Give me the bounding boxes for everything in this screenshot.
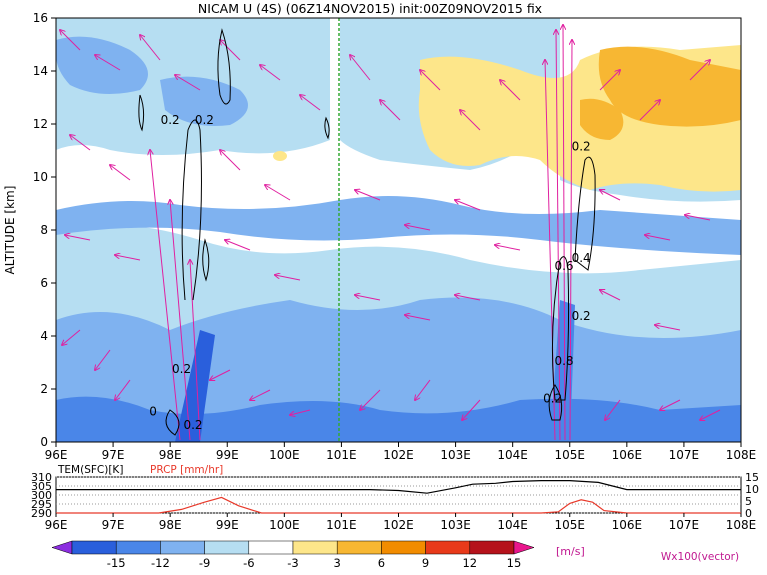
y-tick-label: 10 (33, 170, 48, 184)
colorbar-tick-label: -6 (243, 556, 254, 570)
contour-labels: 0.2 0.2 0.2 0 0.2 0.2 0.8 0.2 0.60.4 0.2 (149, 113, 590, 432)
colorbar-cell (336, 540, 382, 555)
x-tick-label: 105E (555, 448, 586, 462)
y-tick-label: 14 (33, 64, 48, 78)
x-tick-label: 100E (269, 448, 300, 462)
x-tick-label: 106E (612, 448, 643, 462)
chart-title: NICAM U (4S) (06Z14NOV2015) init:00Z09NO… (198, 1, 542, 16)
colorbar-tick-label: -3 (287, 556, 298, 570)
colorbar-cell (381, 540, 426, 555)
sub-right-tick-label: 10 (745, 483, 759, 496)
sub-x-tick-label: 97E (102, 518, 125, 532)
contour-label: 0.2 (572, 140, 591, 154)
sub-x-tick-label: 102E (383, 518, 414, 532)
colorbar-cell (248, 540, 294, 555)
x-tick-label: 108E (726, 448, 757, 462)
colorbar-tick-label: 12 (462, 556, 477, 570)
contour-label: 0.8 (554, 354, 573, 368)
colorbar-cell (115, 540, 161, 555)
x-tick-label: 102E (383, 448, 414, 462)
colorbar-tick-label: 3 (334, 556, 341, 570)
colorbar-tick-label: 6 (378, 556, 385, 570)
sub-right-tick-label: 5 (745, 495, 752, 508)
w-contours (138, 28, 596, 436)
sub-right-tick-label: 15 (745, 471, 759, 484)
x-tick-label: 98E (159, 448, 182, 462)
y-tick-label: 16 (33, 11, 48, 25)
sub-left-tick-label: 305 (31, 480, 52, 493)
main-axis-ticks: 96E 97E 98E 99E 100E 101E 102E 103E 104E 105E 106E… (33, 11, 757, 462)
sub-x-tick-label: 99E (216, 518, 239, 532)
colorbar-tick-label: -9 (199, 556, 210, 570)
colorbar-tick-label: -15 (107, 556, 126, 570)
sub-left-tick-label: 295 (31, 498, 52, 511)
sub-x-tick-label: 107E (669, 518, 700, 532)
colorbar-tick-label: -12 (151, 556, 170, 570)
y-tick-label: 8 (40, 223, 48, 237)
y-axis-label: ALTITUDE [km] (3, 186, 17, 275)
contour-label: 0.2 (572, 309, 591, 323)
contour-label: 0.2 (195, 113, 214, 127)
sub-left-tick-label: 290 (31, 507, 52, 520)
sub-x-tick-label: 100E (269, 518, 300, 532)
colorbar-cell (513, 540, 535, 555)
contour-label: 0.2 (183, 418, 202, 432)
sub-x-tick-label: 106E (612, 518, 643, 532)
colorbar-cell (204, 540, 250, 555)
surface-axis-ticks: 96E 97E 98E 99E 100E 101E 102E 103E 104E 105E 106E… (31, 471, 759, 532)
sub-x-tick-label: 103E (440, 518, 471, 532)
sub-left-tick-label: 300 (31, 489, 52, 502)
wind-vectors (60, 25, 721, 441)
sub-x-tick-label: 105E (555, 518, 586, 532)
x-tick-label: 104E (497, 448, 528, 462)
series-line-tem (56, 480, 741, 494)
y-tick-label: 6 (40, 276, 48, 290)
contour-label: 0.6 (554, 259, 573, 273)
contour-label: 0.2 (172, 362, 191, 376)
colorbar-unit: [m/s] (556, 545, 585, 558)
main-plot: 0.2 0.2 0.2 0 0.2 0.2 0.8 0.2 0.60.4 0.2 96E 97E 98… (33, 11, 757, 462)
colorbar: -15 -12 -9 -6 -3 3 6 9 12 15 (51, 540, 535, 570)
sub-x-tick-label: 104E (497, 518, 528, 532)
vector-label: Wx100(vector) (661, 551, 739, 563)
y-tick-label: 0 (40, 435, 48, 449)
x-tick-label: 97E (102, 448, 125, 462)
sub-x-tick-label: 98E (159, 518, 182, 532)
sub-x-tick-label: 96E (45, 518, 68, 532)
x-tick-label: 96E (45, 448, 68, 462)
contour-label: 0 (149, 405, 157, 419)
sub-right-tick-label: 0 (745, 507, 752, 520)
surface-panel: TEM(SFC)[K] PRCP [mm/hr] 96E 97E 98E 99E 100… (31, 464, 759, 532)
contour-label: 0.2 (543, 391, 562, 405)
series-label-prcp: PRCP [mm/hr] (150, 464, 223, 476)
sub-left-tick-label: 310 (31, 471, 52, 484)
x-tick-label: 103E (440, 448, 471, 462)
y-tick-label: 4 (40, 329, 48, 343)
colorbar-cell (425, 540, 471, 555)
colorbar-cell (71, 540, 117, 555)
y-tick-label: 12 (33, 117, 48, 131)
sub-x-tick-label: 108E (726, 518, 757, 532)
series-label-tem: TEM(SFC)[K] (57, 464, 123, 476)
contour-label: 0.4 (572, 251, 591, 265)
colorbar-tick-label: 9 (422, 556, 429, 570)
colorbar-cell (292, 540, 338, 555)
x-tick-label: 99E (216, 448, 239, 462)
sub-x-tick-label: 101E (326, 518, 357, 532)
colorbar-cell (51, 540, 73, 555)
colorbar-cell (469, 540, 515, 555)
x-tick-label: 107E (669, 448, 700, 462)
colorbar-cell (160, 540, 205, 555)
colorbar-tick-label: 15 (507, 556, 522, 570)
contour-label: 0.2 (161, 113, 180, 127)
y-tick-label: 2 (40, 382, 48, 396)
x-tick-label: 101E (326, 448, 357, 462)
